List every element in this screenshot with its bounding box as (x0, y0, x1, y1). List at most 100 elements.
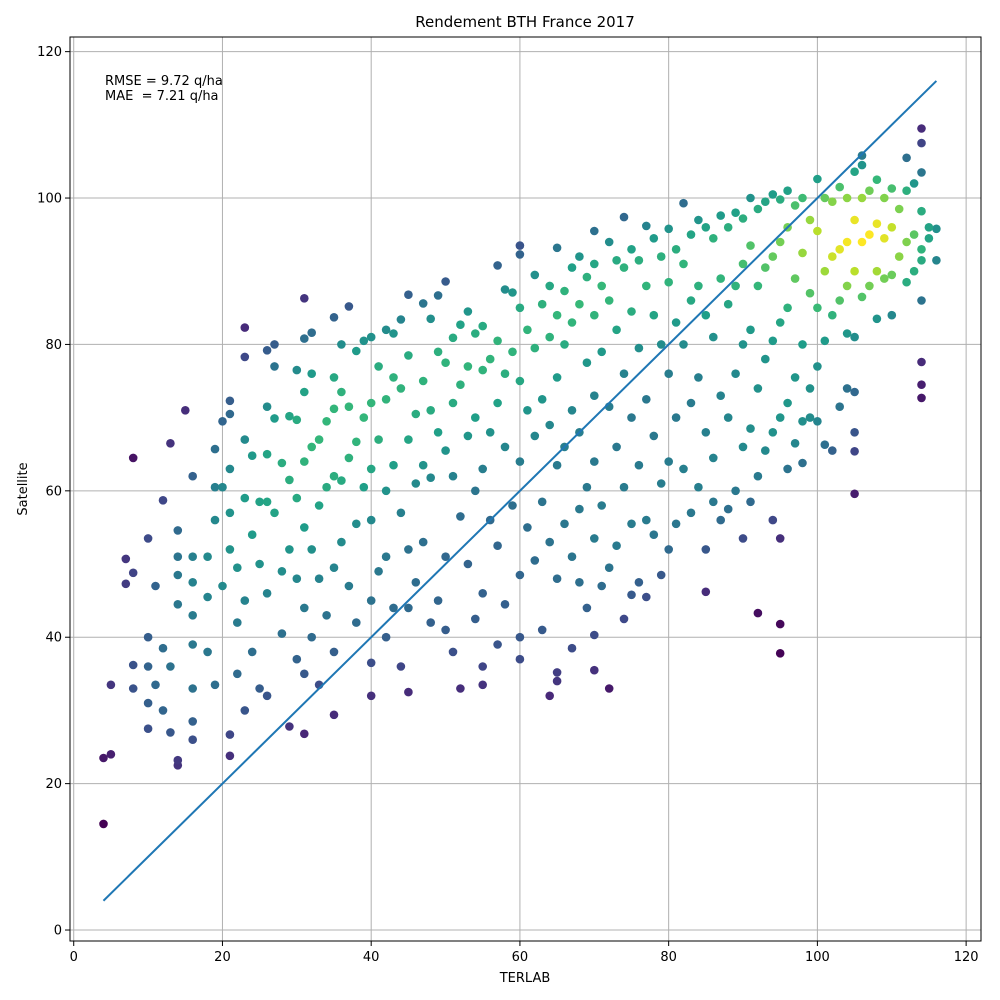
data-point (709, 497, 718, 507)
y-axis-label: Satellite (16, 462, 31, 515)
data-point (471, 329, 480, 338)
data-point (441, 552, 450, 561)
data-point (768, 252, 778, 261)
data-point (820, 266, 830, 276)
data-point (225, 409, 235, 419)
data-point (456, 684, 465, 693)
data-point (746, 325, 755, 335)
data-point (426, 618, 436, 627)
data-point (270, 340, 279, 349)
data-point (448, 398, 458, 408)
data-point (746, 424, 755, 433)
data-point (285, 545, 294, 554)
data-point (300, 457, 309, 466)
data-point (783, 398, 792, 408)
data-point (828, 446, 837, 455)
data-point (143, 534, 153, 543)
data-point (396, 384, 406, 393)
data-point (478, 662, 488, 671)
data-point (225, 751, 235, 761)
data-point (850, 489, 859, 499)
data-point (344, 402, 354, 412)
data-point (307, 442, 317, 452)
data-point (619, 369, 629, 379)
data-point (277, 629, 287, 638)
data-point (894, 204, 904, 214)
data-point (366, 691, 376, 701)
data-point (604, 563, 614, 572)
data-point (664, 277, 673, 287)
data-point (515, 632, 525, 642)
data-point (619, 263, 629, 272)
data-point (686, 398, 696, 408)
data-point (590, 310, 599, 320)
data-point (567, 263, 577, 272)
data-point (917, 380, 926, 390)
data-point (805, 413, 815, 422)
data-point (753, 384, 763, 393)
data-point (909, 179, 919, 188)
data-point (523, 523, 532, 532)
data-point (649, 431, 659, 441)
data-point (210, 444, 220, 454)
data-point (894, 252, 904, 261)
data-point (515, 570, 525, 580)
scatter-points (99, 124, 941, 829)
data-point (255, 684, 264, 693)
data-point (143, 632, 153, 642)
data-point (872, 266, 882, 276)
data-point (471, 614, 480, 624)
data-point (746, 241, 755, 250)
data-point (552, 243, 562, 253)
data-point (493, 541, 502, 550)
data-point (731, 208, 740, 217)
data-point (671, 519, 681, 529)
data-point (322, 417, 331, 426)
data-point (738, 442, 748, 452)
data-point (329, 404, 339, 414)
data-point (656, 570, 666, 580)
data-point (664, 369, 673, 379)
data-point (671, 318, 681, 327)
data-point (761, 263, 770, 272)
data-point (247, 451, 257, 461)
data-point (679, 340, 688, 349)
data-point (329, 313, 339, 322)
data-point (389, 603, 398, 613)
data-point (746, 193, 755, 203)
data-point (865, 281, 874, 291)
data-point (262, 589, 272, 598)
x-tick-label: 80 (660, 950, 677, 965)
data-point (515, 654, 525, 664)
data-point (188, 735, 197, 744)
data-point (292, 574, 302, 583)
data-point (768, 336, 778, 346)
data-point (835, 182, 844, 192)
data-point (270, 414, 279, 423)
data-point (404, 603, 413, 613)
data-point (798, 193, 807, 203)
data-point (456, 512, 465, 521)
data-point (642, 395, 651, 404)
data-point (567, 318, 577, 327)
data-point (500, 285, 510, 294)
y-tick-label: 100 (37, 192, 62, 207)
data-point (478, 680, 488, 690)
data-point (225, 464, 235, 474)
data-point (530, 343, 540, 353)
data-point (761, 446, 770, 455)
data-point (850, 332, 859, 342)
data-point (381, 632, 391, 642)
data-point (441, 358, 450, 368)
data-point (300, 387, 309, 397)
data-point (716, 274, 725, 283)
data-point (262, 402, 272, 412)
data-point (307, 328, 317, 338)
y-tick-label: 0 (54, 924, 62, 939)
data-point (924, 234, 934, 243)
data-point (359, 413, 369, 422)
data-point (567, 406, 577, 415)
data-point (166, 662, 175, 671)
data-point (500, 369, 510, 379)
data-point (560, 340, 569, 349)
